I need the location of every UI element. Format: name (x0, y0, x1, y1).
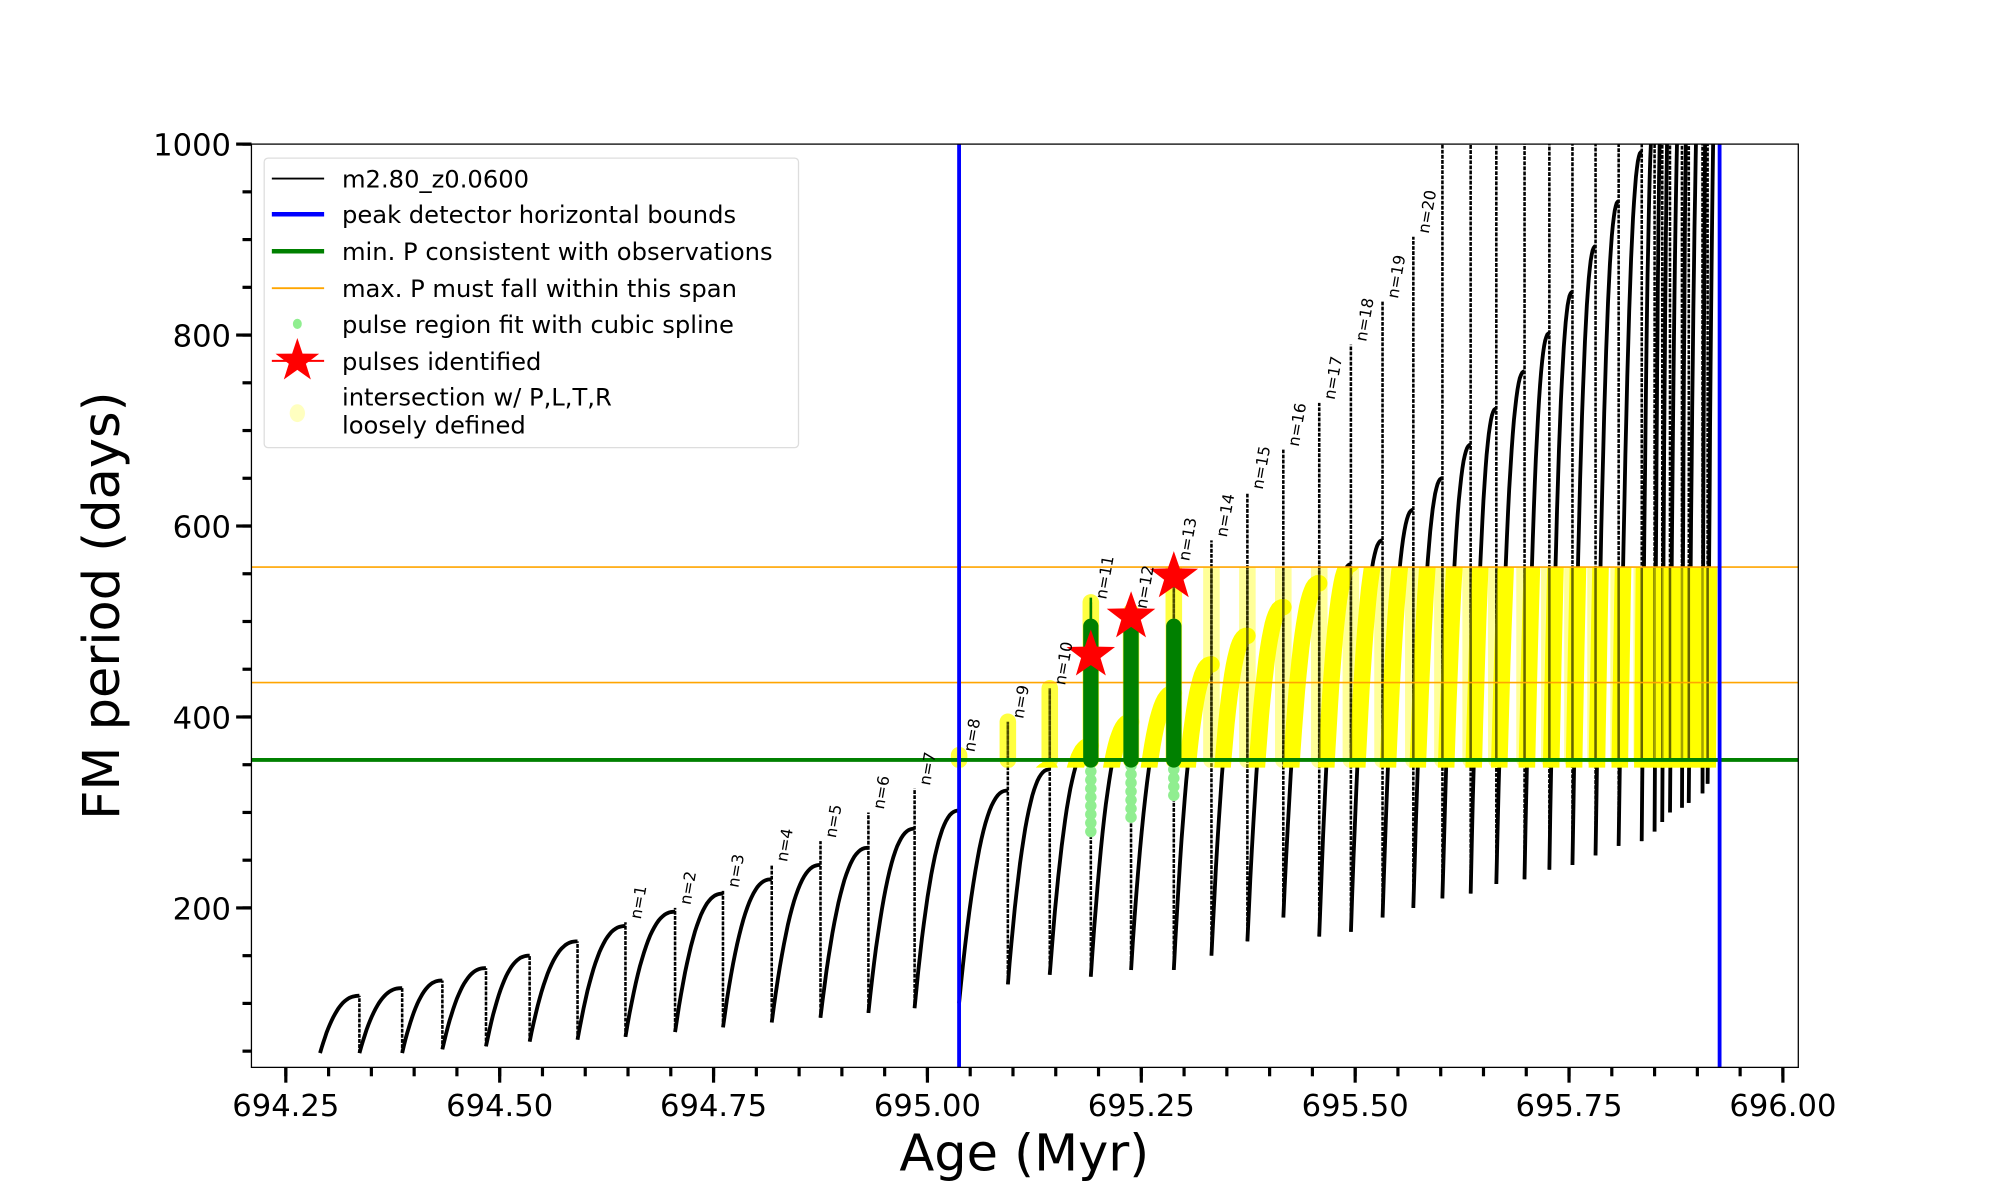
x-tick-label: 696.00 (1729, 1089, 1836, 1124)
legend-box (263, 157, 800, 449)
spline-light-dot (1168, 789, 1180, 802)
spline-light-dot (1125, 811, 1137, 823)
x-tick-label: 695.25 (1088, 1089, 1195, 1124)
series-arc (1005, 767, 1050, 985)
legend-star-icon (275, 337, 320, 380)
series-arc (400, 978, 443, 1054)
series-arc (357, 986, 403, 1054)
plot-marks: n=1 n=2 n=3n=4n=5n=6n=7n=8n=9n=10n=11 n=12n… (251, 96, 1799, 1068)
spline-light-dot (1125, 777, 1137, 789)
spline-light-dot (1168, 780, 1180, 793)
x-tick-label: 694.50 (446, 1089, 553, 1124)
legend-label: m2.80_z0.0600 (342, 165, 529, 193)
intersection-arc (1317, 567, 1359, 768)
series-arc (866, 826, 915, 1014)
spline-light-dot (1168, 772, 1180, 784)
x-tick-label: 695.75 (1516, 1089, 1623, 1124)
y-tick-label: 800 (173, 320, 231, 355)
series-arc (818, 845, 869, 1019)
intersection-arc (1565, 567, 1587, 768)
series-arc (673, 891, 724, 1033)
intersection-arc (1611, 567, 1632, 768)
legend-label: intersection w/ P,L,T,R (342, 384, 612, 412)
spline-light-dot (1125, 768, 1137, 780)
legend-label: max. P must fall within this span (342, 275, 737, 303)
intersection-arc (1179, 656, 1220, 768)
x-tick-label: 695.50 (1302, 1089, 1409, 1124)
spline-light-dot (1085, 825, 1097, 838)
legend-label: peak detector horizontal bounds (342, 201, 736, 229)
spline-light-dot (1085, 791, 1097, 803)
intersection-arc (1409, 567, 1436, 768)
spline-light-dot (1085, 765, 1097, 778)
series-arc (1668, 144, 1679, 813)
legend-label: pulse region fit with cubic spline (342, 311, 734, 339)
intersection-arc (1518, 567, 1541, 768)
legend-swatch-dot (292, 318, 302, 330)
intersection-arc (1634, 567, 1653, 768)
spline-light-dot (1125, 802, 1137, 815)
y-tick-label: 1000 (153, 129, 231, 164)
intersection-arc (1248, 598, 1292, 768)
series-arc (527, 939, 578, 1042)
x-tick-label: 695.00 (874, 1089, 981, 1124)
intersection-arc (1588, 567, 1609, 768)
intersection-arc (1437, 567, 1463, 768)
intersection-arc (1465, 567, 1489, 768)
intersection-arc (1348, 567, 1381, 768)
x-axis-label: Age (Myr) (899, 1125, 1149, 1184)
series-arc (440, 966, 487, 1050)
intersection-arc (1214, 627, 1256, 768)
pulse-identified-star (1149, 551, 1199, 598)
y-tick-label: 600 (173, 510, 231, 545)
series-arc (1705, 144, 1716, 784)
x-tick-label: 694.75 (660, 1089, 767, 1124)
plot-frame (250, 143, 1799, 1069)
spline-light-dot (1085, 782, 1097, 795)
intersection-arc (1379, 567, 1409, 768)
intersection-arc (1542, 567, 1564, 768)
series-arc (318, 993, 360, 1054)
pulse-identified-star (1066, 629, 1116, 676)
intersection-arc (1490, 567, 1514, 768)
series-arc (769, 863, 821, 1023)
y-axis-label: FM period (days) (73, 392, 132, 820)
pulse-identified-star (1106, 591, 1156, 638)
y-tick-label: 400 (173, 701, 231, 736)
spline-light-dot (1125, 794, 1137, 806)
spline-light-dot (1085, 800, 1097, 812)
series-arc (484, 953, 530, 1047)
series-arc (721, 877, 772, 1028)
spline-light-dot (1125, 785, 1137, 798)
legend-swatch-dot (289, 404, 305, 423)
series-arc (912, 808, 960, 1009)
intersection-arc (1282, 575, 1328, 768)
legend-label: loosely defined (342, 412, 526, 440)
spline-light-dot (1085, 774, 1097, 786)
series-arc (957, 788, 1009, 1004)
axes: 694.25 694.50 694.75 695.00 695.25 695.50 695.… (153, 129, 1836, 1124)
x-tick-label: 694.25 (232, 1089, 339, 1124)
legend-label: pulses identified (342, 348, 541, 376)
spline-light-dot (1085, 817, 1097, 829)
y-tick-label: 200 (173, 892, 231, 927)
series-arc (1686, 144, 1698, 803)
spline-light-dot (1085, 808, 1097, 821)
series-arc (623, 909, 676, 1038)
series-arc (575, 924, 626, 1041)
pulse-n-label: n=21 (1443, 96, 1469, 142)
legend-label: min. P consistent with observations (342, 238, 773, 266)
